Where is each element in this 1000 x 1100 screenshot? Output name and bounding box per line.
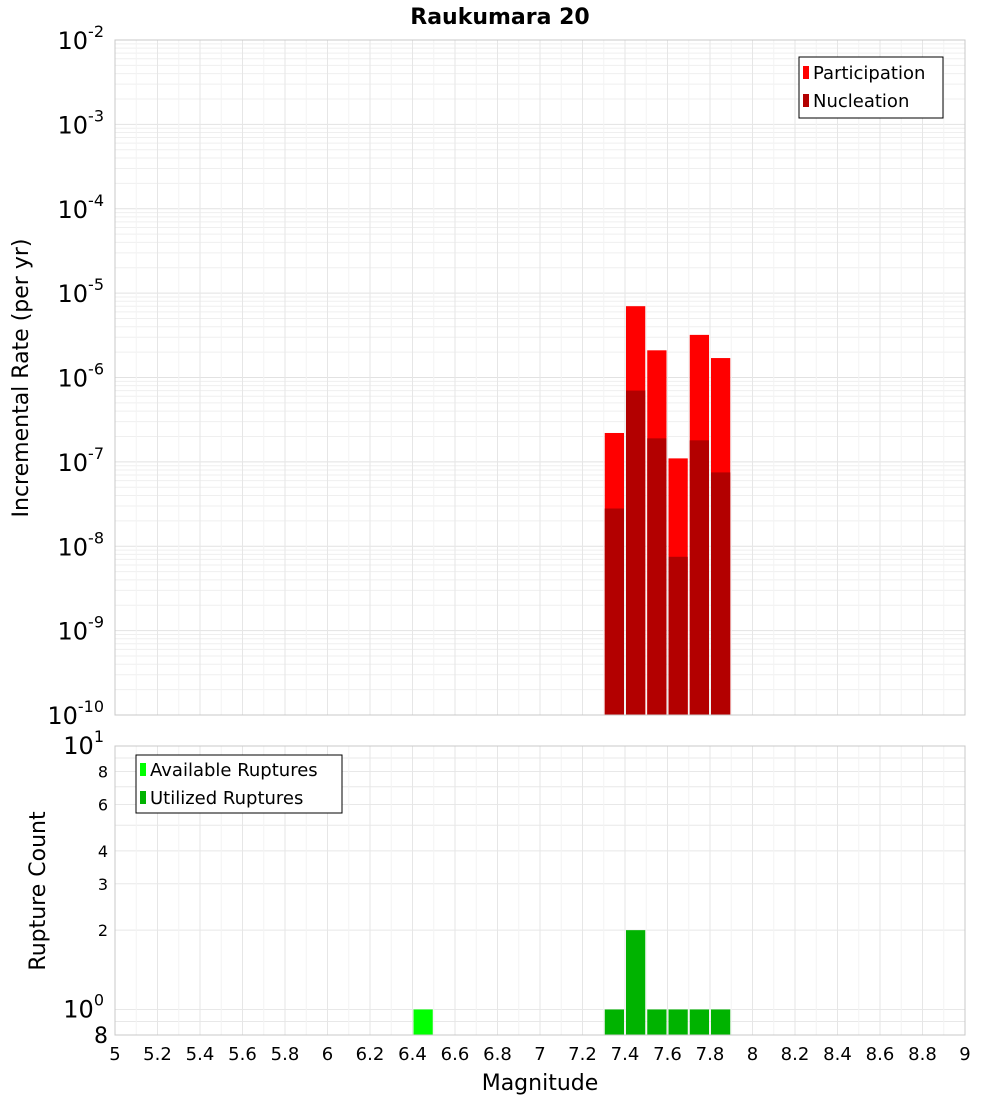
available-ruptures-bar bbox=[413, 1009, 433, 1035]
count-y-tick-label: 3 bbox=[98, 875, 108, 894]
count-panel: 8 3 4 6 8 2 100 101 5 5.2 5.4 5.6 5.8 6 6.2 6.4 6.6 6.8 7… bbox=[26, 727, 971, 1096]
nucleation-bar bbox=[647, 438, 667, 715]
nucleation-bar bbox=[626, 390, 646, 715]
svg-text:10-10: 10-10 bbox=[47, 697, 104, 730]
x-tick-label: 8 bbox=[747, 1044, 758, 1065]
x-tick-label: 8.4 bbox=[823, 1044, 852, 1065]
x-tick-label: 9 bbox=[959, 1044, 970, 1065]
count-legend: Available Ruptures Utilized Ruptures bbox=[135, 754, 343, 814]
x-tick-label: 6.8 bbox=[483, 1044, 512, 1065]
legend-nucleation-swatch bbox=[803, 94, 809, 107]
count-y-tick-label: 100 bbox=[63, 990, 104, 1023]
count-y-tick-label: 6 bbox=[98, 795, 108, 814]
count-y-tick-label: 8 bbox=[98, 763, 108, 782]
rate-y-tick-label: 10-3 bbox=[58, 106, 105, 139]
x-tick-label: 5.4 bbox=[186, 1044, 215, 1065]
legend-utilized-label: Utilized Ruptures bbox=[150, 788, 303, 809]
count-y-axis-label: Rupture Count bbox=[26, 811, 51, 971]
legend-participation-label: Participation bbox=[813, 63, 925, 84]
legend-participation-swatch bbox=[803, 66, 809, 79]
count-plot-border bbox=[114, 745, 966, 1036]
x-tick-label: 6 bbox=[322, 1044, 333, 1065]
x-tick-label: 7.2 bbox=[568, 1044, 597, 1065]
rate-y-tick-label: 10-4 bbox=[58, 191, 105, 224]
nucleation-bar bbox=[711, 472, 731, 715]
svg-text:101: 101 bbox=[63, 727, 104, 760]
x-tick-label: 7.6 bbox=[653, 1044, 682, 1065]
x-tick-label: 5.2 bbox=[143, 1044, 172, 1065]
x-tick-label: 6.4 bbox=[398, 1044, 427, 1065]
count-y-tick-label: 4 bbox=[98, 842, 108, 861]
x-tick-label: 8.2 bbox=[781, 1044, 810, 1065]
legend-utilized-swatch bbox=[140, 791, 146, 804]
x-tick-label: 5.6 bbox=[228, 1044, 257, 1065]
svg-text:10-2: 10-2 bbox=[58, 22, 105, 55]
x-tick-label: 5 bbox=[109, 1044, 120, 1065]
legend-available-label: Available Ruptures bbox=[150, 760, 318, 781]
svg-text:10-6: 10-6 bbox=[58, 360, 105, 393]
rate-plot-border bbox=[114, 39, 966, 716]
count-y-tick-label: 101 bbox=[63, 727, 104, 760]
rate-y-tick-label: 10-8 bbox=[58, 528, 105, 561]
svg-text:10-3: 10-3 bbox=[58, 106, 105, 139]
rate-y-tick-label: 10-10 bbox=[47, 697, 104, 730]
utilized-ruptures-bar bbox=[689, 1009, 709, 1035]
x-tick-label: 7.8 bbox=[696, 1044, 725, 1065]
utilized-ruptures-bar bbox=[668, 1009, 688, 1035]
svg-text:10-4: 10-4 bbox=[58, 191, 105, 224]
x-tick-label: 8.6 bbox=[866, 1044, 895, 1065]
utilized-ruptures-bar bbox=[647, 1009, 667, 1035]
x-tick-label: 7 bbox=[534, 1044, 545, 1065]
rate-y-tick-label: 10-5 bbox=[58, 275, 105, 308]
count-y-tick-label: 8 bbox=[94, 1024, 108, 1049]
x-tick-label: 6.6 bbox=[441, 1044, 470, 1065]
rate-panel: 10-10 10-9 10-8 10-7 10-6 10-5 10-4 10-3 10-2 In… bbox=[9, 22, 966, 730]
chart-title: Raukumara 20 bbox=[410, 5, 589, 30]
utilized-ruptures-bar bbox=[604, 1009, 624, 1035]
legend-nucleation-label: Nucleation bbox=[813, 91, 909, 112]
rate-y-axis-label: Incremental Rate (per yr) bbox=[9, 239, 34, 518]
rate-y-tick-label: 10-6 bbox=[58, 360, 105, 393]
rate-y-tick-label: 10-7 bbox=[58, 444, 105, 477]
x-axis-label: Magnitude bbox=[482, 1071, 599, 1096]
x-tick-label: 6.2 bbox=[356, 1044, 385, 1065]
rate-legend: Participation Nucleation bbox=[798, 56, 944, 119]
utilized-ruptures-bar bbox=[711, 1009, 731, 1035]
svg-text:100: 100 bbox=[63, 990, 104, 1023]
svg-text:10-5: 10-5 bbox=[58, 275, 105, 308]
x-tick-label: 5.8 bbox=[271, 1044, 300, 1065]
utilized-ruptures-bar bbox=[626, 930, 646, 1035]
count-y-tick-label: 2 bbox=[98, 921, 108, 940]
nucleation-bar bbox=[604, 508, 624, 715]
nucleation-bar bbox=[689, 440, 709, 715]
legend-available-swatch bbox=[140, 763, 146, 776]
svg-text:10-9: 10-9 bbox=[58, 613, 105, 646]
x-tick-label: 8.8 bbox=[908, 1044, 937, 1065]
svg-text:10-8: 10-8 bbox=[58, 528, 105, 561]
svg-text:10-7: 10-7 bbox=[58, 444, 105, 477]
rate-y-tick-label: 10-9 bbox=[58, 613, 105, 646]
nucleation-bar bbox=[668, 556, 688, 715]
x-tick-label: 7.4 bbox=[611, 1044, 640, 1065]
rate-y-tick-label: 10-2 bbox=[58, 22, 105, 55]
